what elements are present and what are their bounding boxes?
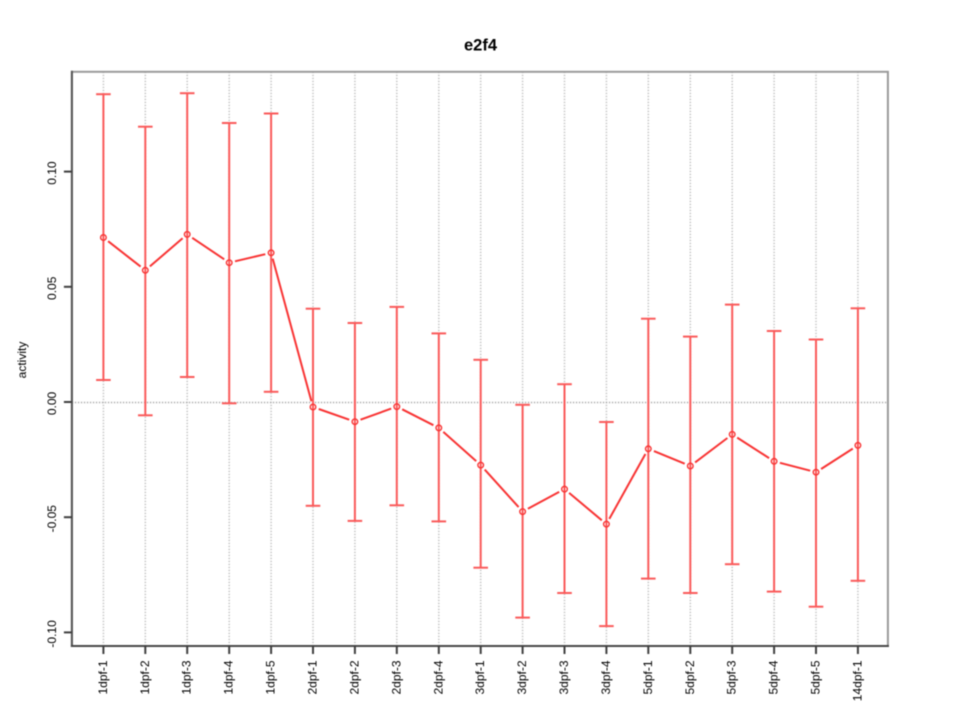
svg-text:0.00: 0.00 [45, 391, 59, 415]
svg-text:2dpf-4: 2dpf-4 [431, 660, 445, 694]
svg-text:5dpf-3: 5dpf-3 [725, 660, 739, 694]
svg-text:3dpf-2: 3dpf-2 [515, 660, 529, 694]
svg-text:5dpf-5: 5dpf-5 [809, 660, 823, 694]
svg-text:2dpf-3: 2dpf-3 [389, 660, 403, 694]
svg-text:1dpf-5: 1dpf-5 [264, 660, 278, 694]
svg-text:2dpf-2: 2dpf-2 [347, 660, 361, 694]
svg-text:5dpf-2: 5dpf-2 [683, 660, 697, 694]
svg-text:-0.10: -0.10 [45, 620, 59, 648]
svg-text:activity: activity [15, 342, 29, 379]
svg-text:0.05: 0.05 [45, 276, 59, 300]
svg-text:e2f4: e2f4 [464, 37, 498, 55]
svg-text:-0.05: -0.05 [45, 505, 59, 533]
svg-text:1dpf-3: 1dpf-3 [180, 660, 194, 694]
svg-text:1dpf-2: 1dpf-2 [138, 660, 152, 694]
svg-text:3dpf-4: 3dpf-4 [599, 660, 613, 694]
svg-text:0.10: 0.10 [45, 161, 59, 185]
svg-text:3dpf-1: 3dpf-1 [473, 660, 487, 694]
svg-text:3dpf-3: 3dpf-3 [557, 660, 571, 694]
svg-text:1dpf-1: 1dpf-1 [96, 660, 110, 694]
svg-text:5dpf-1: 5dpf-1 [641, 660, 655, 694]
svg-text:1dpf-4: 1dpf-4 [222, 660, 236, 694]
svg-text:5dpf-4: 5dpf-4 [767, 660, 781, 694]
svg-text:14dpf-1: 14dpf-1 [850, 660, 864, 701]
svg-text:2dpf-1: 2dpf-1 [306, 660, 320, 694]
